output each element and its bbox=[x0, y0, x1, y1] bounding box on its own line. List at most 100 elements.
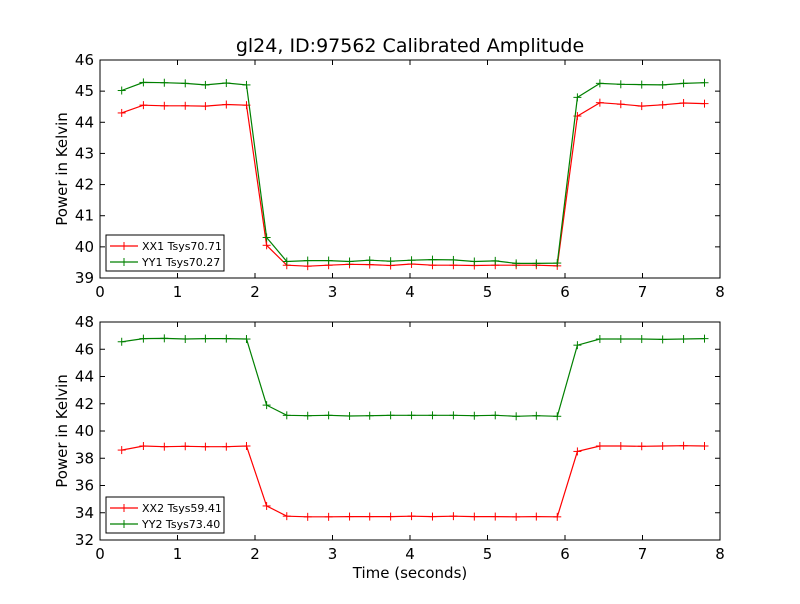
data-point bbox=[201, 442, 210, 451]
y-tick-label: 34 bbox=[75, 504, 94, 522]
data-point bbox=[262, 241, 271, 250]
x-tick-label: 3 bbox=[328, 283, 338, 301]
x-tick-label: 7 bbox=[638, 545, 648, 563]
legend-item: XX2 Tsys59.41 bbox=[110, 502, 222, 515]
y-tick-label: 38 bbox=[75, 449, 94, 467]
x-tick-label: 0 bbox=[95, 545, 105, 563]
data-point bbox=[324, 256, 333, 265]
data-point bbox=[303, 512, 312, 521]
data-point bbox=[512, 259, 521, 268]
data-point bbox=[242, 441, 251, 450]
y-axis-label: Power in Kelvin bbox=[53, 112, 71, 226]
data-point bbox=[345, 512, 354, 521]
data-point bbox=[365, 512, 374, 521]
data-point bbox=[491, 512, 500, 521]
data-point bbox=[449, 411, 458, 420]
data-point bbox=[386, 257, 395, 266]
data-point bbox=[181, 79, 190, 88]
data-point bbox=[139, 441, 148, 450]
data-point bbox=[282, 257, 291, 266]
axes-frame bbox=[99, 59, 721, 279]
data-point bbox=[365, 256, 374, 265]
data-point bbox=[222, 100, 231, 109]
legend-frame bbox=[105, 234, 225, 272]
data-point bbox=[616, 441, 625, 450]
data-point bbox=[428, 512, 437, 521]
data-point bbox=[386, 411, 395, 420]
data-point bbox=[345, 257, 354, 266]
data-point bbox=[428, 411, 437, 420]
x-tick-label: 4 bbox=[405, 545, 415, 563]
data-point bbox=[700, 99, 709, 108]
legend: XX2 Tsys59.41 YY2 Tsys73.40 bbox=[105, 496, 225, 534]
legend-item: YY1 Tsys70.27 bbox=[110, 256, 220, 269]
data-point bbox=[700, 334, 709, 343]
data-point bbox=[595, 441, 604, 450]
y-tick-label: 44 bbox=[75, 113, 94, 131]
y-tick-label: 48 bbox=[75, 313, 94, 331]
legend-label: XX2 Tsys59.41 bbox=[142, 502, 222, 515]
data-point bbox=[201, 80, 210, 89]
data-point bbox=[595, 79, 604, 88]
x-tick-label: 0 bbox=[95, 283, 105, 301]
data-point bbox=[262, 501, 271, 510]
data-point bbox=[679, 441, 688, 450]
y-tick-label: 46 bbox=[75, 51, 94, 69]
data-point bbox=[117, 108, 126, 117]
legend-item: YY2 Tsys73.40 bbox=[110, 518, 220, 531]
legend-item: XX1 Tsys70.71 bbox=[110, 240, 222, 253]
data-point bbox=[637, 80, 646, 89]
data-point bbox=[658, 100, 667, 109]
data-point bbox=[201, 334, 210, 343]
data-point bbox=[303, 411, 312, 420]
data-point bbox=[616, 100, 625, 109]
x-tick-label: 5 bbox=[483, 283, 493, 301]
y-tick-label: 43 bbox=[75, 144, 94, 162]
x-tick-label: 2 bbox=[250, 283, 260, 301]
data-point bbox=[365, 411, 374, 420]
y-axis-label: Power in Kelvin bbox=[53, 374, 71, 488]
x-tick-label: 8 bbox=[715, 545, 725, 563]
data-point bbox=[181, 335, 190, 344]
x-tick-label: 6 bbox=[560, 283, 570, 301]
data-point bbox=[181, 101, 190, 110]
data-point bbox=[345, 412, 354, 421]
y-tick-label: 40 bbox=[75, 238, 94, 256]
data-point bbox=[262, 233, 271, 242]
data-point bbox=[407, 512, 416, 521]
data-point bbox=[282, 512, 291, 521]
data-point bbox=[160, 442, 169, 451]
x-tick-label: 2 bbox=[250, 545, 260, 563]
data-point bbox=[679, 335, 688, 344]
data-point bbox=[700, 78, 709, 87]
data-point bbox=[282, 411, 291, 420]
data-point bbox=[117, 446, 126, 455]
data-point bbox=[324, 512, 333, 521]
data-point bbox=[386, 512, 395, 521]
x-tick-label: 4 bbox=[405, 283, 415, 301]
data-point bbox=[222, 442, 231, 451]
x-tick-label: 1 bbox=[173, 283, 183, 301]
data-point bbox=[637, 335, 646, 344]
legend-label: YY1 Tsys70.27 bbox=[141, 256, 220, 269]
series-1 bbox=[117, 78, 709, 268]
data-point bbox=[222, 334, 231, 343]
axes-frame bbox=[99, 321, 721, 541]
y-tick-label: 39 bbox=[75, 269, 94, 287]
y-tick-label: 42 bbox=[75, 395, 94, 413]
x-tick-label: 8 bbox=[715, 283, 725, 301]
data-point bbox=[637, 442, 646, 451]
data-point bbox=[573, 93, 582, 102]
x-tick-label: 1 bbox=[173, 545, 183, 563]
data-point bbox=[262, 401, 271, 410]
data-point bbox=[222, 79, 231, 88]
data-point bbox=[242, 80, 251, 89]
data-point bbox=[532, 259, 541, 268]
data-point bbox=[553, 412, 562, 421]
data-point bbox=[532, 411, 541, 420]
x-tick-label: 7 bbox=[638, 283, 648, 301]
x-tick-label: 5 bbox=[483, 545, 493, 563]
legend: XX1 Tsys70.71 YY1 Tsys70.27 bbox=[105, 234, 225, 272]
